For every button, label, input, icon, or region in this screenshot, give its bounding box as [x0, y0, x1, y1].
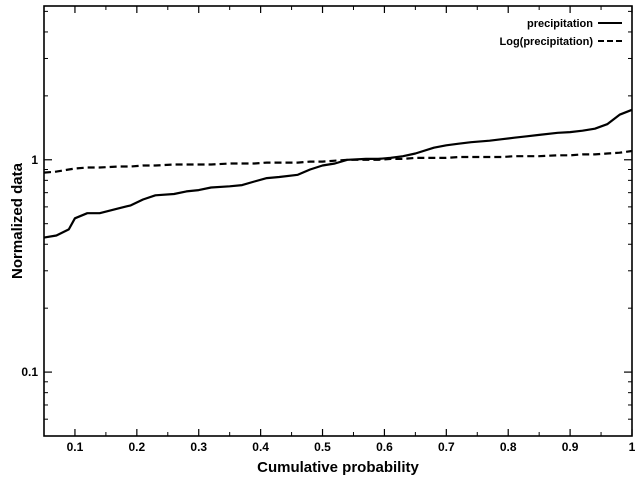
- y-tick-label: 0.1: [21, 365, 38, 379]
- x-tick-label: 0.8: [500, 440, 517, 454]
- plot-frame: [43, 5, 633, 437]
- x-tick-label: 1: [629, 440, 636, 454]
- x-tick-label: 0.4: [252, 440, 269, 454]
- y-tick-label: 1: [31, 153, 38, 167]
- x-tick-label: 0.5: [314, 440, 331, 454]
- legend-label-1: Log(precipitation): [500, 36, 594, 48]
- legend-label-0: precipitation: [527, 18, 593, 30]
- series-line-1: [43, 149, 633, 174]
- x-tick-label: 0.7: [438, 440, 455, 454]
- x-tick-label: 0.6: [376, 440, 393, 454]
- x-axis-title: Cumulative probability: [257, 459, 419, 476]
- x-tick-label: 0.3: [190, 440, 207, 454]
- y-axis-title: Normalized data: [9, 162, 26, 279]
- x-tick-label: 0.2: [128, 440, 145, 454]
- x-tick-label: 0.9: [562, 440, 579, 454]
- x-tick-label: 0.1: [67, 440, 84, 454]
- series-line-0: [43, 108, 633, 239]
